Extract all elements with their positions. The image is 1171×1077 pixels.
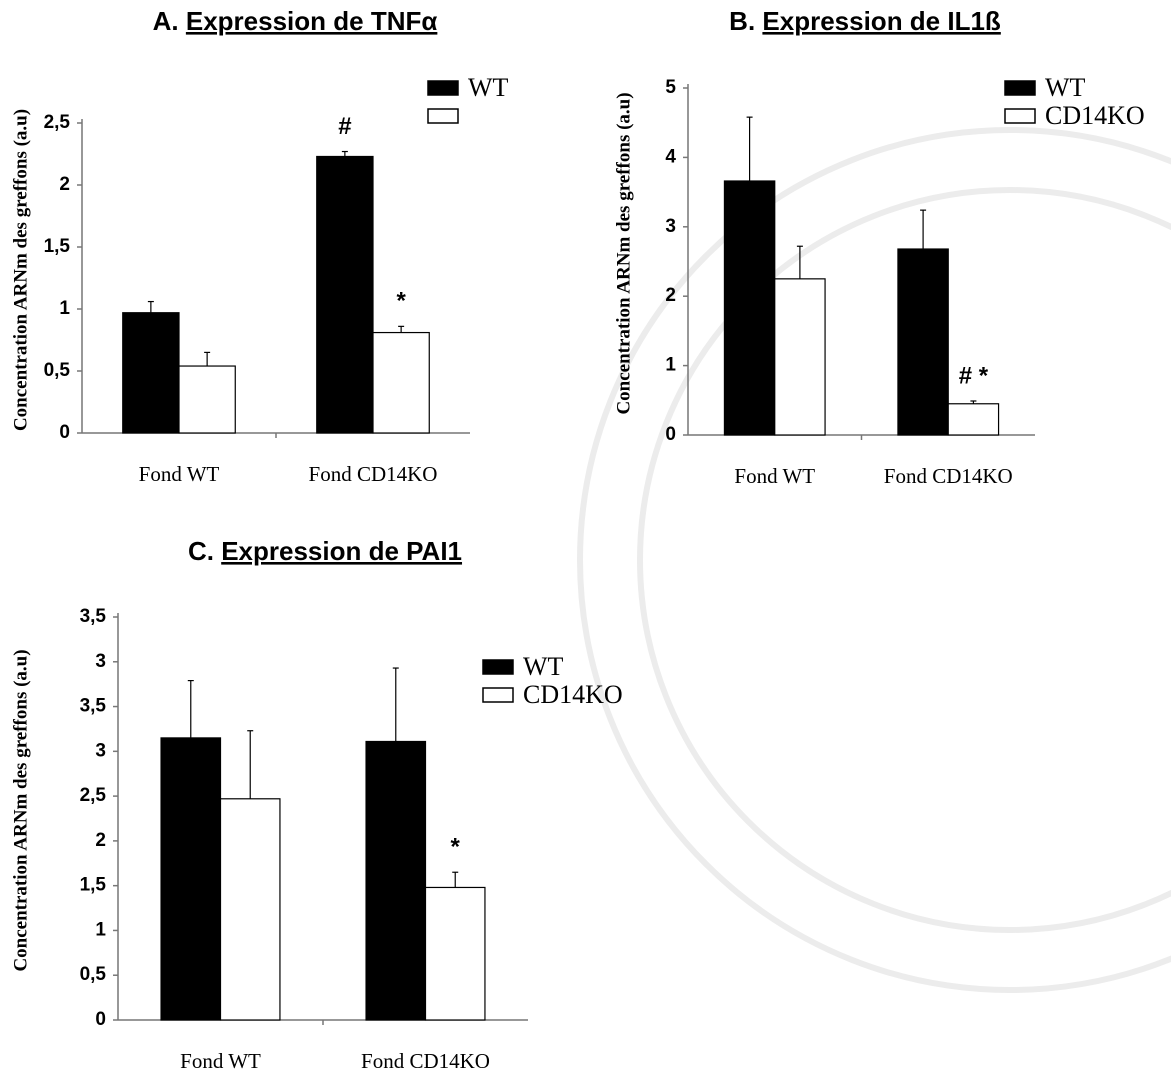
legend-label: WT xyxy=(523,652,564,681)
y-tick-label: 1 xyxy=(665,355,676,376)
seal-ring xyxy=(577,127,1171,993)
legend-swatch xyxy=(482,687,514,703)
y-tick-label: 1,5 xyxy=(80,875,107,896)
legend-label: WT xyxy=(468,73,509,102)
legend-swatch xyxy=(1004,108,1036,124)
y-tick-label: 3,5 xyxy=(80,606,107,627)
bar xyxy=(774,278,826,436)
y-tick-label: 5 xyxy=(665,77,676,98)
title-text: Expression de TNFα xyxy=(186,6,437,36)
x-tick-label: Fond WT xyxy=(139,462,220,486)
y-tick-label: 1 xyxy=(95,919,106,940)
y-tick-label: 4 xyxy=(665,146,676,167)
chart-title: A. Expression de TNFα xyxy=(153,6,438,36)
bar xyxy=(316,155,374,434)
legend-swatch xyxy=(1004,80,1036,96)
annotation: * xyxy=(396,288,406,315)
panel-label: B. xyxy=(729,6,755,36)
panel-label: C. xyxy=(188,536,214,566)
y-axis-label: Concentration ARNm des greffons (a.u) xyxy=(10,109,31,431)
y-tick-label: 2,5 xyxy=(44,112,71,133)
y-tick-label: 2 xyxy=(95,830,106,851)
y-axis-label: Concentration ARNm des greffons (a.u) xyxy=(613,92,634,414)
x-tick-label: Fond CD14KO xyxy=(884,464,1013,488)
bar xyxy=(372,331,430,434)
legend-swatch xyxy=(482,659,514,675)
bar xyxy=(219,798,281,1021)
legend-label: CD14KO xyxy=(1045,101,1145,130)
bar xyxy=(365,740,427,1021)
y-tick-label: 3 xyxy=(665,216,676,237)
title-text: Expression de PAI1 xyxy=(221,536,462,566)
x-tick-label: Fond CD14KO xyxy=(309,462,438,486)
bar xyxy=(723,180,776,436)
y-tick-label: 2 xyxy=(59,174,70,195)
y-tick-label: 0,5 xyxy=(80,964,107,985)
y-tick-label: 3 xyxy=(95,740,106,761)
legend-label: WT xyxy=(1045,73,1086,102)
title-text: Expression de IL1ß xyxy=(762,6,1001,36)
x-tick-label: Fond CD14KO xyxy=(361,1049,490,1073)
y-axis-label: Concentration ARNm des greffons (a.u) xyxy=(10,649,31,971)
chart-title: C. Expression de PAI1 xyxy=(188,536,462,566)
bar xyxy=(424,886,486,1021)
legend-swatch xyxy=(427,108,459,124)
x-tick-label: Fond WT xyxy=(734,464,815,488)
annotation: # * xyxy=(959,362,989,389)
annotation: # xyxy=(338,113,351,140)
legend-label: CD14KO xyxy=(523,680,623,709)
seal-ring xyxy=(637,187,1171,933)
y-tick-label: 0 xyxy=(59,422,70,443)
annotation: * xyxy=(451,834,461,861)
bar xyxy=(897,248,949,436)
y-tick-label: 1 xyxy=(59,298,70,319)
bar xyxy=(178,365,236,434)
y-tick-label: 2,5 xyxy=(80,785,107,806)
watermark xyxy=(577,127,1171,993)
y-tick-label: 1,5 xyxy=(44,236,71,257)
y-tick-label: 2 xyxy=(665,285,676,306)
bar xyxy=(122,312,180,434)
y-tick-label: 3 xyxy=(95,651,106,672)
y-tick-label: 0 xyxy=(95,1009,106,1030)
panel-label: A. xyxy=(153,6,179,36)
bar xyxy=(947,403,1000,436)
y-tick-label: 0,5 xyxy=(44,360,71,381)
y-tick-label: 0 xyxy=(665,424,676,445)
bar xyxy=(160,737,222,1021)
chart-title: B. Expression de IL1ß xyxy=(729,6,1001,36)
y-tick-label: 3,5 xyxy=(80,696,107,717)
legend-swatch xyxy=(427,80,459,96)
x-tick-label: Fond WT xyxy=(180,1049,261,1073)
